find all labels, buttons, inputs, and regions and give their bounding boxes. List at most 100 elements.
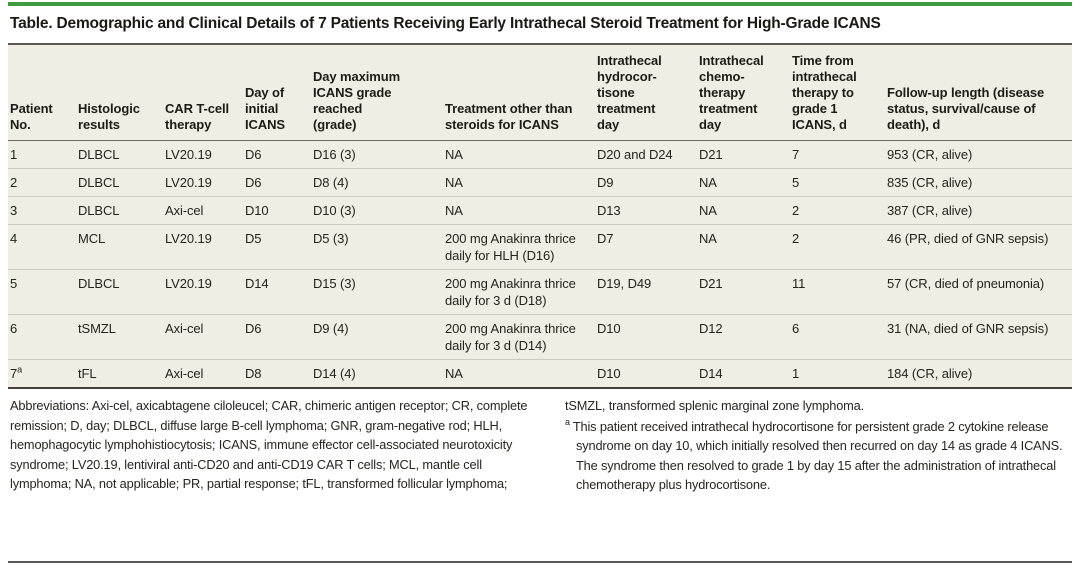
- table-cell: D10: [595, 314, 697, 360]
- table-cell: 7: [792, 147, 800, 162]
- footnote-a-text: This patient received intrathecal hydroc…: [572, 418, 1063, 493]
- bottom-rule: [8, 561, 1072, 563]
- table-cell: D9: [595, 168, 697, 197]
- table-cell: D21: [699, 147, 723, 162]
- header-row: Patient No. Histologic results CAR T-cel…: [8, 44, 1072, 141]
- col-header-treatment: Treatment other than steroids for ICANS: [443, 44, 595, 141]
- patients-table: Patient No. Histologic results CAR T-cel…: [8, 43, 1072, 389]
- footnote-a: a This patient received intrathecal hydro…: [565, 417, 1072, 495]
- table-cell: D13: [595, 196, 697, 225]
- table-row: 4 MCL LV20.19 D5 D5 (3) 200 mg Anakinra thric…: [8, 224, 1072, 270]
- table-row: 7a tFL Axi-cel D8 D14 (4) NA D10 D14 1 184 (CR, a…: [8, 359, 1072, 388]
- table-cell: D10: [595, 359, 697, 388]
- table-cell: NA: [697, 168, 790, 197]
- table-cell: D14 (4): [311, 359, 443, 388]
- table-cell: D19, D49: [595, 269, 697, 315]
- table-row: 6 tSMZL Axi-cel D6 D9 (4) 200 mg Anakinra thr…: [8, 314, 1072, 360]
- table-cell: tSMZL: [76, 314, 163, 360]
- table-cell: NA: [697, 224, 790, 270]
- col-header-day-max: Day maximum ICANS grade reached (grade): [311, 44, 443, 141]
- table-cell: LV20.19: [163, 269, 243, 315]
- table-cell: 4: [8, 224, 76, 270]
- table-cell: 1: [10, 147, 18, 162]
- abbreviations-continuation: tSMZL, transformed splenic marginal zone…: [565, 398, 865, 413]
- table-cell: NA: [443, 359, 595, 388]
- col-header-hydrocortisone-day: Intrathecal hydrocor- tisone treatment d…: [595, 44, 697, 141]
- table-cell: LV20.19: [163, 168, 243, 197]
- col-header-patient-no: Patient No.: [8, 44, 76, 141]
- table-cell: Axi-cel: [163, 196, 243, 225]
- abbreviations-text: Abbreviations: Axi-cel, axicabtagene cil…: [10, 398, 528, 491]
- table-cell: 5: [8, 269, 76, 315]
- table-row: 2 DLBCL LV20.19 D6 D8 (4) NA D9 NA 5 835 (CR, ali…: [8, 168, 1072, 197]
- table-cell: 6: [790, 314, 885, 360]
- table-cell: DLBCL: [76, 269, 163, 315]
- footnote-marker: a: [17, 364, 23, 375]
- table-row: 3 DLBCL Axi-cel D10 D10 (3) NA D13 NA 2 387 (CR, …: [8, 196, 1072, 225]
- table-cell: D6: [245, 147, 262, 162]
- col-header-chemotherapy-day: Intrathecal chemo- therapy treatment day: [697, 44, 790, 141]
- table-cell: D5 (3): [311, 224, 443, 270]
- table-cell: 387 (CR, alive): [885, 196, 1072, 225]
- table-cell: D6: [243, 168, 311, 197]
- table-cell: D9 (4): [311, 314, 443, 360]
- table-cell: D5: [243, 224, 311, 270]
- footnote-a-marker: a: [565, 417, 570, 428]
- table-cell: DLBCL: [76, 168, 163, 197]
- table-cell: Axi-cel: [163, 359, 243, 388]
- table-cell: 11: [790, 269, 885, 315]
- table-body: 1 DLBCL LV20.19 D6 D16 (3) NA D20 and D24 D21 7 9…: [8, 141, 1072, 388]
- table-cell: D7: [595, 224, 697, 270]
- table-cell: 46 (PR, died of GNR sepsis): [885, 224, 1072, 270]
- table-cell: LV20.19: [165, 147, 212, 162]
- table-cell: 6: [8, 314, 76, 360]
- table-cell: D10 (3): [311, 196, 443, 225]
- table-header: Patient No. Histologic results CAR T-cel…: [8, 44, 1072, 141]
- table-cell: 200 mg Anakinra thrice daily for HLH (D1…: [443, 224, 595, 270]
- table-container: Patient No. Histologic results CAR T-cel…: [0, 43, 1080, 389]
- table-title: Table. Demographic and Clinical Details …: [10, 15, 881, 32]
- col-header-follow-up: Follow-up length (disease status, surviv…: [885, 44, 1072, 141]
- table-cell: LV20.19: [163, 224, 243, 270]
- table-row: 5 DLBCL LV20.19 D14 D15 (3) 200 mg Anakinra t…: [8, 269, 1072, 315]
- table-cell: 953 (CR, alive): [887, 147, 973, 162]
- table-cell: D16 (3): [313, 147, 356, 162]
- table-cell: 5: [790, 168, 885, 197]
- footnotes-right-column: tSMZL, transformed splenic marginal zone…: [565, 396, 1072, 495]
- table-cell: 2: [8, 168, 76, 197]
- table-cell: NA: [697, 196, 790, 225]
- table-cell: D14: [697, 359, 790, 388]
- table-cell: DLBCL: [76, 196, 163, 225]
- footnotes: Abbreviations: Axi-cel, axicabtagene cil…: [0, 389, 1080, 495]
- table-cell: D14: [243, 269, 311, 315]
- table-cell: 2: [790, 224, 885, 270]
- table-cell: D8 (4): [311, 168, 443, 197]
- table-cell: D12: [697, 314, 790, 360]
- table-cell: NA: [445, 147, 463, 162]
- table-cell: 31 (NA, died of GNR sepsis): [885, 314, 1072, 360]
- table-cell: MCL: [76, 224, 163, 270]
- table-cell: D21: [697, 269, 790, 315]
- table-cell: NA: [443, 168, 595, 197]
- table-cell: D20 and D24: [597, 147, 673, 162]
- table-cell: NA: [443, 196, 595, 225]
- col-header-time-to-grade1: Time from intrathecal therapy to grade 1…: [790, 44, 885, 141]
- table-cell: 200 mg Anakinra thrice daily for 3 d (D1…: [443, 269, 595, 315]
- table-cell: 57 (CR, died of pneumonia): [885, 269, 1072, 315]
- table-row: 1 DLBCL LV20.19 D6 D16 (3) NA D20 and D24 D21 7 9…: [8, 141, 1072, 169]
- col-header-histologic: Histologic results: [76, 44, 163, 141]
- table-cell: DLBCL: [78, 147, 120, 162]
- table-cell: D6: [243, 314, 311, 360]
- table-cell: tFL: [76, 359, 163, 388]
- col-header-day-initial: Day of initial ICANS: [243, 44, 311, 141]
- table-cell: 2: [790, 196, 885, 225]
- col-header-car-therapy: CAR T-cell therapy: [163, 44, 243, 141]
- table-cell: D15 (3): [311, 269, 443, 315]
- table-cell: Axi-cel: [163, 314, 243, 360]
- table-cell: 7a: [8, 359, 76, 388]
- table-cell: D10: [243, 196, 311, 225]
- accent-bar: [8, 2, 1072, 6]
- table-cell: D8: [243, 359, 311, 388]
- table-cell: 184 (CR, alive): [885, 359, 1072, 388]
